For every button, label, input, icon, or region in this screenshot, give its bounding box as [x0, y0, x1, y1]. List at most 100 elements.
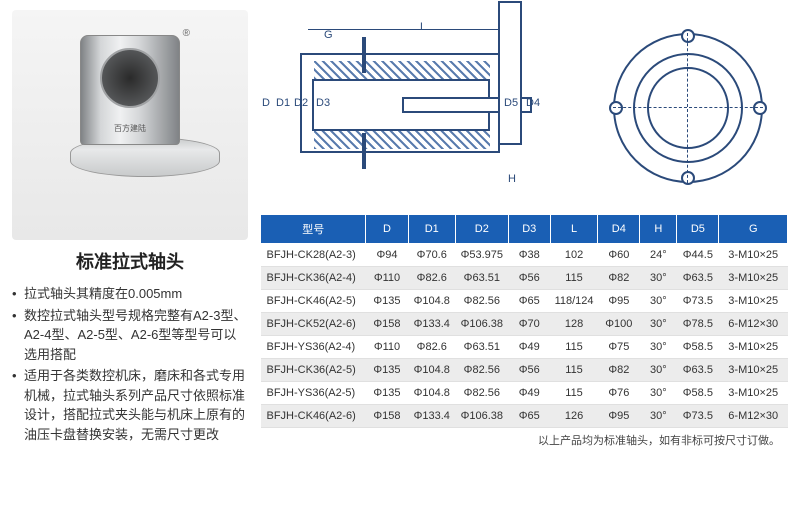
table-cell: Φ73.5 — [677, 290, 719, 313]
right-column: L G D D1 D2 D3 D5 D4 H — [260, 0, 800, 506]
screw-top — [362, 37, 366, 73]
table-cell: BFJH-CK28(A2-3) — [261, 244, 366, 267]
table-cell: Φ106.38 — [455, 405, 508, 428]
table-row: BFJH-YS36(A2-4)Φ110Φ82.6Φ63.51Φ49115Φ753… — [261, 336, 788, 359]
table-cell: Φ56 — [508, 267, 550, 290]
spec-table: 型号DD1D2D3LD4HD5G BFJH-CK28(A2-3)Φ94Φ70.6… — [260, 214, 788, 428]
table-header-cell: 型号 — [261, 215, 366, 244]
table-cell: Φ63.51 — [455, 267, 508, 290]
table-cell: Φ49 — [508, 382, 550, 405]
table-row: BFJH-CK36(A2-4)Φ110Φ82.6Φ63.51Φ56115Φ823… — [261, 267, 788, 290]
dim-D1: D1 — [276, 97, 290, 109]
table-cell: Φ38 — [508, 244, 550, 267]
dim-G: G — [324, 29, 333, 41]
table-cell: 30° — [640, 313, 677, 336]
bolt-hole — [753, 101, 767, 115]
table-cell: Φ95 — [598, 405, 640, 428]
table-cell: Φ63.51 — [455, 336, 508, 359]
spindle-body: 百方建陆 — [80, 35, 180, 145]
table-cell: Φ73.5 — [677, 405, 719, 428]
dim-D5: D5 — [504, 97, 518, 109]
table-cell: 3-M10×25 — [719, 290, 788, 313]
table-cell: Φ56 — [508, 359, 550, 382]
brand-logo-text: 百方建陆 — [114, 123, 146, 134]
table-cell: Φ135 — [366, 290, 408, 313]
table-cell: Φ82.56 — [455, 290, 508, 313]
table-cell: 3-M10×25 — [719, 382, 788, 405]
table-cell: Φ95 — [598, 290, 640, 313]
hatch-top — [314, 61, 490, 79]
table-cell: 3-M10×25 — [719, 267, 788, 290]
table-cell: Φ135 — [366, 359, 408, 382]
table-cell: Φ76 — [598, 382, 640, 405]
table-cell: 24° — [640, 244, 677, 267]
table-cell: Φ70.6 — [408, 244, 455, 267]
table-header-cell: G — [719, 215, 788, 244]
table-cell: 102 — [550, 244, 597, 267]
table-cell: BFJH-CK46(A2-6) — [261, 405, 366, 428]
product-photo: ® 百方建陆 — [12, 10, 248, 240]
cross-section-view: L G D D1 D2 D3 D5 D4 H — [260, 23, 588, 193]
table-cell: Φ135 — [366, 382, 408, 405]
table-cell: Φ58.5 — [677, 336, 719, 359]
table-cell: Φ75 — [598, 336, 640, 359]
hatch-bottom — [314, 131, 490, 149]
screw-bottom — [362, 133, 366, 169]
dim-D2: D2 — [294, 97, 308, 109]
table-cell: 115 — [550, 359, 597, 382]
table-cell: BFJH-YS36(A2-5) — [261, 382, 366, 405]
table-row: BFJH-CK28(A2-3)Φ94Φ70.6Φ53.975Φ38102Φ602… — [261, 244, 788, 267]
technical-drawing: L G D D1 D2 D3 D5 D4 H — [260, 8, 788, 208]
bolt-hole — [609, 101, 623, 115]
dim-D3: D3 — [316, 97, 330, 109]
dim-L: L — [420, 21, 426, 33]
table-cell: 6-M12×30 — [719, 313, 788, 336]
table-cell: Φ104.8 — [408, 359, 455, 382]
table-cell: Φ104.8 — [408, 382, 455, 405]
dim-H: H — [508, 173, 516, 185]
dim-D: D — [262, 97, 270, 109]
table-header-cell: D2 — [455, 215, 508, 244]
table-cell: Φ94 — [366, 244, 408, 267]
table-footnote: 以上产品均为标准轴头，如有非标可按尺寸订做。 — [260, 432, 788, 448]
bolt-hole — [681, 29, 695, 43]
table-cell: Φ60 — [598, 244, 640, 267]
centerline-h — [613, 107, 763, 108]
table-row: BFJH-CK46(A2-6)Φ158Φ133.4Φ106.38Φ65126Φ9… — [261, 405, 788, 428]
table-header-cell: H — [640, 215, 677, 244]
table-cell: Φ82.6 — [408, 336, 455, 359]
flange-bore-circle — [647, 67, 729, 149]
table-header-cell: D — [366, 215, 408, 244]
table-header-cell: D4 — [598, 215, 640, 244]
spindle-illustration: 百方建陆 — [70, 35, 190, 215]
table-row: BFJH-CK36(A2-5)Φ135Φ104.8Φ82.56Φ56115Φ82… — [261, 359, 788, 382]
table-cell: 3-M10×25 — [719, 336, 788, 359]
table-cell: Φ133.4 — [408, 405, 455, 428]
table-cell: 115 — [550, 336, 597, 359]
table-cell: Φ82.56 — [455, 382, 508, 405]
table-cell: 126 — [550, 405, 597, 428]
table-cell: BFJH-CK36(A2-5) — [261, 359, 366, 382]
table-cell: 118/124 — [550, 290, 597, 313]
table-cell: 30° — [640, 382, 677, 405]
feature-item: 数控拉式轴头型号规格完整有A2-3型、A2-4型、A2-5型、A2-6型等型号可… — [12, 306, 248, 365]
feature-item: 拉式轴头其精度在0.005mm — [12, 284, 248, 304]
table-cell: Φ158 — [366, 313, 408, 336]
table-cell: Φ82.56 — [455, 359, 508, 382]
table-cell: Φ44.5 — [677, 244, 719, 267]
table-header-cell: D5 — [677, 215, 719, 244]
table-cell: 115 — [550, 267, 597, 290]
flange-right — [498, 1, 522, 145]
table-cell: Φ106.38 — [455, 313, 508, 336]
table-cell: Φ63.5 — [677, 359, 719, 382]
table-cell: 6-M12×30 — [719, 405, 788, 428]
table-cell: Φ58.5 — [677, 382, 719, 405]
front-flange-view — [588, 23, 788, 193]
bolt-hole — [681, 171, 695, 185]
table-cell: 30° — [640, 290, 677, 313]
table-cell: 115 — [550, 382, 597, 405]
table-cell: 30° — [640, 405, 677, 428]
table-cell: BFJH-CK52(A2-6) — [261, 313, 366, 336]
feature-item: 适用于各类数控机床，磨床和各式专用机械，拉式轴头系列产品尺寸依照标准设计，搭配拉… — [12, 366, 248, 444]
table-cell: 30° — [640, 267, 677, 290]
